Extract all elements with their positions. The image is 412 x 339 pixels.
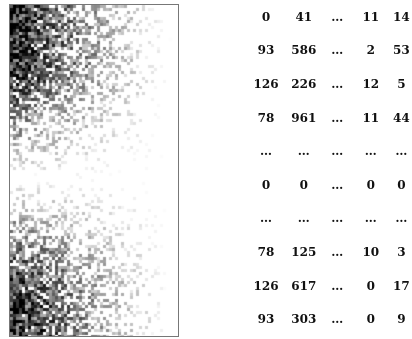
matrix-cell: 12 [362,76,380,91]
matrix-cell: 226 [291,76,317,91]
matrix-cell: … [297,144,310,159]
matrix-cell: … [260,211,273,226]
matrix-cell: 617 [291,278,317,293]
matrix-cell: 586 [291,43,317,58]
matrix-cell: 93 [257,43,275,58]
matrix-row: 78 961 … 11 44 [248,101,412,135]
matrix-cell: … [331,278,344,293]
matrix-row: … … … … … [248,202,412,236]
matrix-cell: … [331,43,344,58]
matrix-cell: 0 [366,278,375,293]
matrix-cell: … [260,144,273,159]
heatmap-canvas [10,5,178,336]
matrix-cell: 0 [261,9,271,24]
matrix-cell: … [364,144,377,159]
matrix-cell: 125 [291,244,317,259]
matrix-cell: 961 [291,110,317,125]
matrix-cell: 3 [397,244,406,259]
matrix-row: 126 226 … 12 5 [248,67,412,101]
matrix-cell: … [331,110,344,125]
matrix-cell: 0 [261,177,271,192]
matrix-row: 0 0 … 0 0 [248,168,412,202]
matrix-row: 78 125 … 10 3 [248,235,412,269]
matrix-cell: 126 [253,76,279,91]
matrix-cell: 126 [253,278,279,293]
matrix-cell: … [395,144,408,159]
matrix-cell: 0 [366,312,375,327]
matrix-cell: … [331,211,344,226]
matrix-cell: 9 [397,312,406,327]
matrix-cell: 303 [291,312,317,327]
matrix-cell: 78 [257,110,275,125]
matrix-cell: 10 [362,244,380,259]
matrix-cell: 17 [393,278,410,293]
matrix-cell: 0 [366,177,375,192]
matrix-row: 93 586 … 2 53 [248,34,412,68]
matrix-cell: 0 [397,177,406,192]
matrix-row: 126 617 … 0 17 [248,269,412,303]
matrix-cell: … [331,244,344,259]
matrix-cell: … [331,76,344,91]
density-heatmap [9,4,179,337]
matrix-row: … … … … … [248,134,412,168]
matrix-cell: … [331,144,344,159]
matrix-cell: 11 [362,110,380,125]
matrix-cell: … [297,211,310,226]
matrix-row: 0 41 … 11 14 [248,0,412,34]
matrix-cell: 93 [257,312,275,327]
matrix-cell: 5 [397,76,406,91]
matrix-cell: 44 [393,110,410,125]
matrix-row: 93 303 … 0 9 [248,302,412,336]
matrix-cell: … [364,211,377,226]
matrix-cell: 14 [393,9,410,24]
matrix-cell: 78 [257,244,275,259]
matrix-cell: … [331,312,344,327]
matrix-cell: … [331,177,344,192]
matrix-cell: … [331,9,344,24]
matrix-cell: … [395,211,408,226]
count-matrix: 0 41 … 11 14 93 586 … 2 53 126 226 … 12 … [248,0,412,336]
matrix-cell: 41 [295,9,313,24]
matrix-cell: 2 [366,43,375,58]
matrix-cell: 11 [362,9,380,24]
matrix-cell: 0 [299,177,308,192]
matrix-cell: 53 [393,43,410,58]
